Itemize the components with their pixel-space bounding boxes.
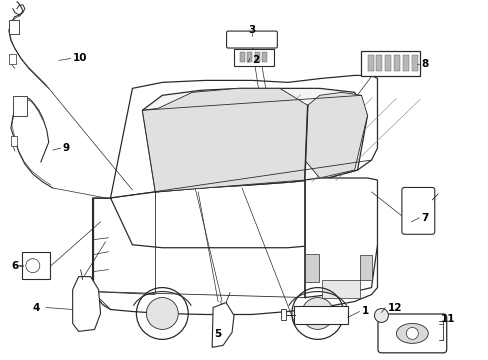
Text: 7: 7 [421,213,428,223]
Circle shape [374,309,387,323]
Text: 9: 9 [62,143,70,153]
Bar [394,55,400,71]
Polygon shape [73,276,101,332]
Polygon shape [110,75,377,198]
FancyBboxPatch shape [22,252,50,279]
Ellipse shape [396,323,427,343]
Bar [11,136,17,146]
Bar [9,54,16,64]
Bar [254,53,260,62]
Polygon shape [92,198,377,315]
FancyBboxPatch shape [293,306,347,324]
Bar [280,310,285,320]
Bar [376,55,382,71]
Bar [403,55,408,71]
Bar [262,53,267,62]
Circle shape [301,298,333,329]
FancyBboxPatch shape [234,49,273,67]
Bar [13,96,27,116]
FancyBboxPatch shape [360,50,420,76]
Circle shape [406,328,417,339]
Circle shape [146,298,178,329]
FancyBboxPatch shape [377,314,446,353]
FancyBboxPatch shape [401,188,434,234]
Bar [411,55,417,71]
Polygon shape [142,88,367,192]
Text: 12: 12 [386,302,401,312]
Text: 3: 3 [248,24,255,35]
Polygon shape [304,178,377,298]
Text: 1: 1 [361,306,368,316]
Text: 5: 5 [214,329,221,339]
Bar [321,280,359,298]
FancyBboxPatch shape [226,31,277,48]
Text: 10: 10 [73,54,87,63]
Bar [385,55,390,71]
Bar [9,20,19,33]
Bar [304,254,318,282]
Bar [367,55,373,71]
Polygon shape [304,92,367,178]
Bar [359,255,371,280]
Text: 2: 2 [251,55,259,66]
Text: 8: 8 [421,59,427,69]
Bar [240,53,244,62]
Polygon shape [212,302,234,347]
Text: 4: 4 [33,302,40,312]
Polygon shape [142,88,307,192]
Text: 11: 11 [440,314,455,324]
Text: 6: 6 [12,261,19,271]
Bar [247,53,252,62]
